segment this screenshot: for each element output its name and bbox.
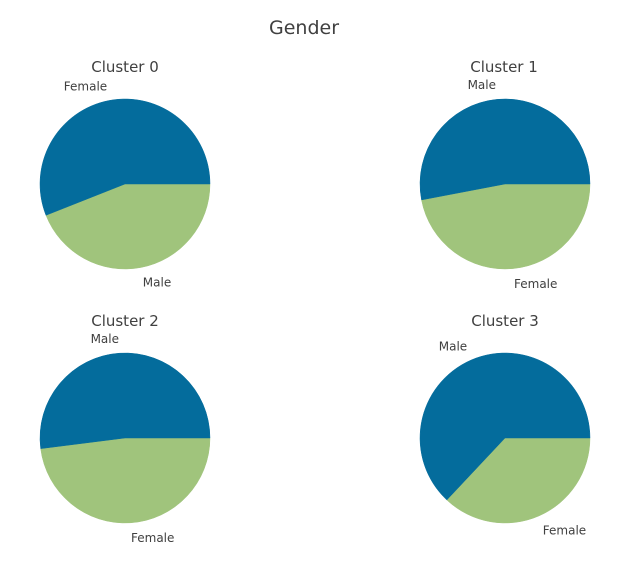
figure-title: Gender	[269, 17, 339, 39]
pie-label-cluster-1-male: Male	[468, 78, 496, 92]
pie-label-cluster-0-male: Male	[143, 276, 171, 290]
pie-title-cluster-3: Cluster 3	[471, 312, 539, 330]
pie-cluster-1: Cluster 1 Male Female	[420, 58, 590, 291]
pie-label-cluster-2-female: Female	[131, 531, 174, 545]
pie-slice-cluster-2-male	[40, 353, 210, 449]
pie-title-cluster-0: Cluster 0	[91, 58, 159, 76]
pie-title-cluster-2: Cluster 2	[91, 312, 159, 330]
pie-label-cluster-0-female: Female	[64, 80, 107, 94]
pie-slice-cluster-1-female	[422, 184, 590, 269]
pie-label-cluster-3-male: Male	[439, 340, 467, 354]
pie-label-cluster-2-male: Male	[91, 332, 119, 346]
pie-title-cluster-1: Cluster 1	[470, 58, 538, 76]
pie-slice-cluster-2-female	[41, 438, 210, 523]
pie-label-cluster-1-female: Female	[514, 277, 557, 291]
pie-label-cluster-3-female: Female	[543, 523, 586, 537]
pie-cluster-0: Cluster 0 Female Male	[40, 58, 210, 290]
pie-cluster-2: Cluster 2 Male Female	[40, 312, 210, 545]
pie-cluster-3: Cluster 3 Male Female	[420, 312, 590, 537]
